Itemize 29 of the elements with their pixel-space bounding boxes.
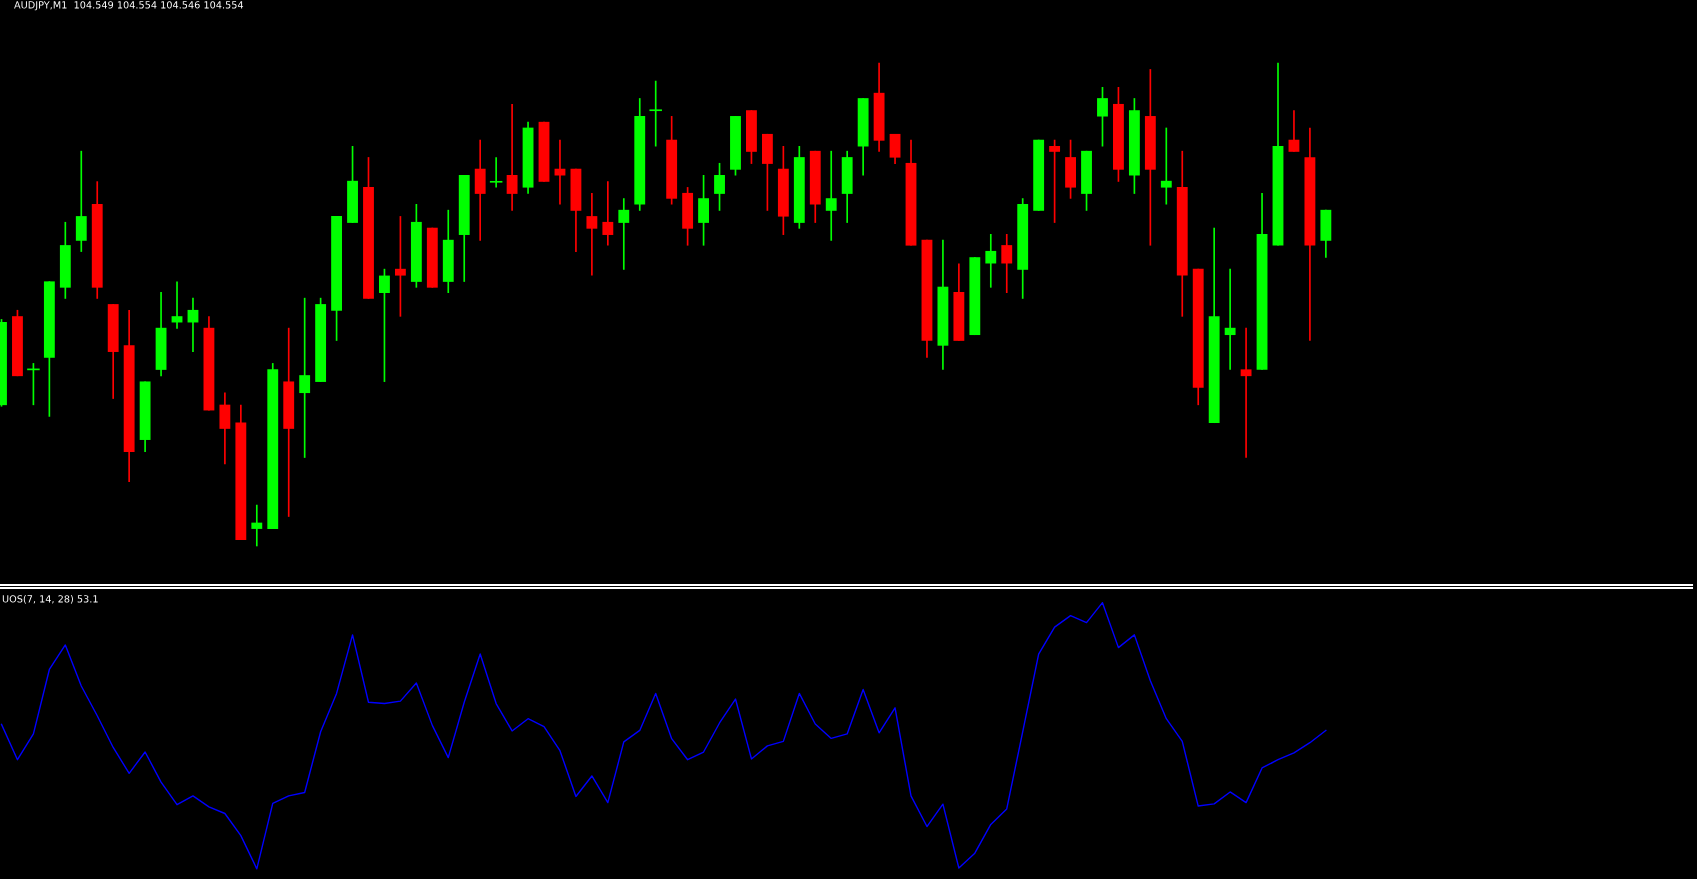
candlestick (410, 203, 422, 289)
candlestick (315, 296, 327, 383)
candlestick (1113, 86, 1124, 183)
candlestick (777, 145, 789, 236)
candlestick (1033, 138, 1045, 212)
candlestick (1144, 68, 1156, 247)
candlestick (1065, 138, 1076, 200)
candlestick (1097, 86, 1108, 148)
candlestick (714, 162, 725, 212)
candlestick (43, 280, 55, 418)
candlestick (682, 186, 694, 247)
candlestick (1128, 97, 1140, 195)
candlestick (666, 115, 678, 206)
chart-title: AUDJPY,M1 104.549 104.554 104.546 104.554 (14, 1, 244, 11)
candlestick (363, 156, 374, 300)
candlestick (394, 215, 406, 318)
candlestick (649, 79, 662, 148)
candlestick (761, 133, 773, 212)
candlestick (12, 309, 23, 377)
candlestick (698, 174, 709, 247)
candlestick (1081, 150, 1092, 212)
candlestick (331, 215, 343, 342)
candlestick (1049, 138, 1061, 224)
candlestick (489, 156, 503, 189)
chart-title: UOS(7, 14, 28) 53.1 (2, 595, 98, 604)
candlestick (379, 267, 390, 383)
candlestick (746, 109, 757, 165)
candlestick (730, 115, 741, 177)
candlestick (347, 145, 358, 224)
